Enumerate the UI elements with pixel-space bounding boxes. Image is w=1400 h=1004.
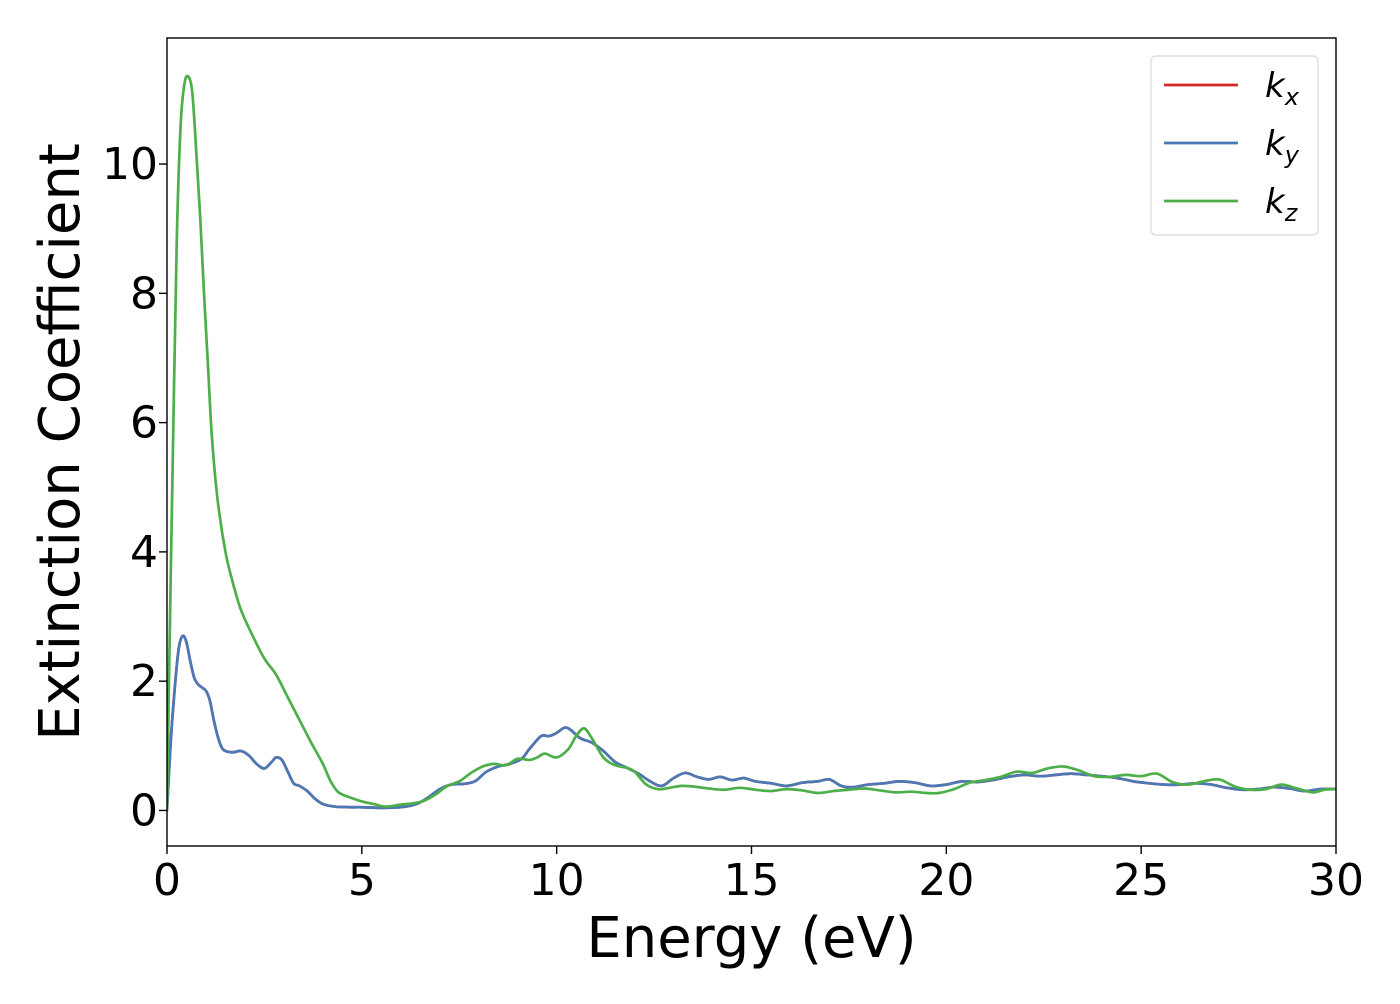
x-tick-label-0: 0 [153,855,181,906]
y-tick-label-10: 10 [102,139,158,190]
series-line-k_z [167,74,1336,812]
y-axis-label: Extinction Coefficient [28,143,93,741]
x-tick-label-25: 25 [1113,855,1169,906]
legend-label-base-k_y: k [1265,124,1286,164]
y-tick-label-4: 4 [130,527,158,578]
legend-box [1150,55,1319,236]
x-tick-label-30: 30 [1308,855,1364,906]
legend-item-k_z: kz [1164,182,1299,227]
x-tick-label-15: 15 [724,855,780,906]
series-line-k_y [167,634,1336,812]
plot-layer [167,38,1336,846]
axis-layer: 0 5 10 15 20 25 30 0 2 4 6 8 10 [102,37,1364,906]
legend-label-sub-k_z: z [1284,199,1299,227]
legend-label-sub-k_y: y [1284,141,1300,169]
legend-label-k_y: ky [1265,124,1300,169]
y-tick-label-6: 6 [130,398,158,449]
x-axis-label: Energy (eV) [586,906,916,971]
legend-label-base-k_x: k [1265,66,1286,106]
y-tick-label-0: 0 [130,785,158,836]
series-layer [167,74,1336,812]
y-tick-label-2: 2 [130,656,158,707]
legend-item-k_x: kx [1164,66,1300,111]
x-tick-label-10: 10 [529,855,585,906]
legend-item-k_y: ky [1164,124,1300,169]
legend-label-k_x: kx [1265,66,1300,111]
legend-label-base-k_z: k [1265,182,1286,222]
legend-label-sub-k_x: x [1284,83,1300,111]
y-tick-label-8: 8 [130,268,158,319]
legend-label-k_z: kz [1265,182,1299,227]
x-tick-label-20: 20 [918,855,974,906]
x-tick-label-5: 5 [348,855,376,906]
plot-background [167,38,1336,846]
